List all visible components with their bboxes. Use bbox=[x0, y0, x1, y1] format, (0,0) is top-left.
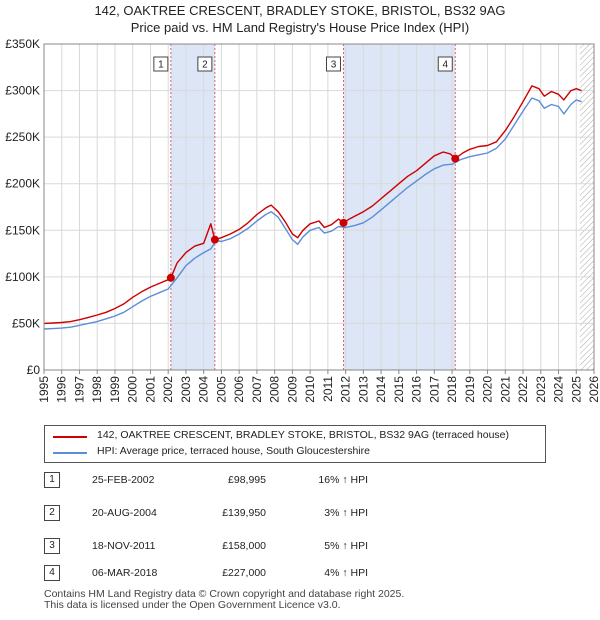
x-tick-label: 2002 bbox=[161, 376, 175, 403]
legend-label-property: 142, OAKTREE CRESCENT, BRADLEY STOKE, BR… bbox=[97, 429, 509, 441]
legend: 142, OAKTREE CRESCENT, BRADLEY STOKE, BR… bbox=[44, 425, 546, 463]
sale-date: 25-FEB-2002 bbox=[92, 474, 155, 486]
y-tick-label: £300K bbox=[5, 84, 40, 98]
sale-hpi-change: 16% ↑ HPI bbox=[318, 474, 368, 486]
legend-swatch-hpi bbox=[53, 452, 87, 454]
sale-date: 06-MAR-2018 bbox=[92, 567, 158, 579]
x-tick-label: 2001 bbox=[143, 376, 157, 403]
footer: Contains HM Land Registry data © Crown c… bbox=[44, 589, 404, 611]
shaded-period bbox=[170, 44, 215, 370]
x-tick-label: 2007 bbox=[250, 376, 264, 403]
plot-frame bbox=[43, 43, 595, 371]
y-tick-label: £200K bbox=[5, 177, 40, 191]
sale-price: £139,950 bbox=[222, 507, 266, 519]
footer-licence: This data is licensed under the Open Gov… bbox=[44, 599, 341, 611]
sale-marker-label: 3 bbox=[331, 60, 337, 71]
sale-row: 4 06-MAR-2018 £227,000 4% ↑ HPI bbox=[44, 565, 544, 581]
x-tick-label: 1999 bbox=[108, 376, 122, 403]
x-tick-label: 2000 bbox=[126, 376, 140, 403]
sale-date: 18-NOV-2011 bbox=[92, 540, 156, 552]
sale-marker-label: 2 bbox=[202, 60, 208, 71]
x-tick-label: 2010 bbox=[303, 376, 317, 403]
sale-price: £98,995 bbox=[228, 474, 266, 486]
sale-price: £158,000 bbox=[222, 540, 266, 552]
x-tick-label: 2015 bbox=[392, 376, 406, 403]
x-tick-label: 1996 bbox=[55, 376, 69, 403]
sale-marker: 2 bbox=[44, 505, 60, 521]
y-tick-label: £0 bbox=[27, 363, 41, 377]
shaded-period bbox=[343, 44, 456, 370]
x-tick-label: 2004 bbox=[197, 376, 211, 403]
chart-title: 142, OAKTREE CRESCENT, BRADLEY STOKE, BR… bbox=[94, 3, 506, 18]
y-tick-label: £150K bbox=[5, 223, 40, 237]
sale-marker: 4 bbox=[44, 565, 60, 581]
chart-subtitle: Price paid vs. HM Land Registry's House … bbox=[130, 20, 470, 35]
x-tick-label: 2024 bbox=[552, 376, 566, 403]
legend-label-hpi: HPI: Average price, terraced house, Sout… bbox=[97, 445, 370, 457]
y-tick-label: £50K bbox=[12, 316, 40, 330]
sale-hpi-change: 5% ↑ HPI bbox=[324, 540, 368, 552]
sale-point bbox=[210, 235, 219, 244]
sale-marker-box bbox=[197, 56, 213, 72]
sale-date: 20-AUG-2004 bbox=[92, 507, 157, 519]
sale-point bbox=[451, 154, 460, 163]
x-tick-label: 1998 bbox=[90, 376, 104, 403]
x-tick-label: 2003 bbox=[179, 376, 193, 403]
price-chart: 1 2 3 4 £0 £50K £100K £150K £200K £250K £300K £350… bbox=[5, 37, 600, 403]
y-tick-label: £350K bbox=[5, 37, 40, 51]
x-tick-label: 2022 bbox=[516, 376, 530, 403]
x-tick-label: 2011 bbox=[321, 376, 335, 402]
sale-marker: 3 bbox=[44, 538, 60, 554]
y-tick-label: £100K bbox=[5, 270, 40, 284]
x-tick-label: 2014 bbox=[374, 376, 388, 403]
forecast-hatch bbox=[579, 44, 594, 370]
sale-row: 1 25-FEB-2002 £98,995 16% ↑ HPI bbox=[44, 472, 544, 488]
x-tick-label: 2019 bbox=[463, 376, 477, 403]
sale-point bbox=[339, 218, 348, 227]
sale-marker: 1 bbox=[44, 472, 60, 488]
x-tick-label: 2026 bbox=[587, 376, 600, 403]
y-tick-label: £250K bbox=[5, 130, 40, 144]
x-tick-label: 2012 bbox=[339, 376, 353, 403]
sale-marker-box bbox=[437, 56, 453, 72]
legend-swatch-property bbox=[53, 436, 87, 438]
sale-marker-label: 4 bbox=[442, 60, 448, 71]
sale-row: 2 20-AUG-2004 £139,950 3% ↑ HPI bbox=[44, 505, 544, 521]
x-tick-label: 2020 bbox=[481, 376, 495, 403]
sale-marker-box bbox=[153, 56, 169, 72]
x-tick-label: 2023 bbox=[534, 376, 548, 403]
x-tick-label: 2025 bbox=[569, 376, 583, 403]
property-price-line bbox=[43, 85, 582, 325]
x-tick-label: 2018 bbox=[445, 376, 459, 403]
sale-hpi-change: 4% ↑ HPI bbox=[324, 567, 368, 579]
sale-marker-label: 1 bbox=[158, 60, 164, 71]
x-tick-label: 2017 bbox=[427, 376, 441, 403]
x-tick-label: 1995 bbox=[37, 376, 51, 403]
footer-copyright: Contains HM Land Registry data © Crown c… bbox=[44, 588, 405, 600]
x-tick-label: 2008 bbox=[268, 376, 282, 403]
hpi-line bbox=[43, 97, 582, 330]
x-tick-label: 1997 bbox=[72, 376, 86, 403]
x-tick-label: 2009 bbox=[285, 376, 299, 403]
x-tick-label: 2006 bbox=[232, 376, 246, 403]
sale-point bbox=[166, 273, 175, 282]
x-tick-label: 2021 bbox=[498, 376, 512, 403]
x-tick-label: 2013 bbox=[356, 376, 370, 403]
x-tick-label: 2016 bbox=[410, 376, 424, 403]
sale-hpi-change: 3% ↑ HPI bbox=[324, 507, 368, 519]
sale-price: £227,000 bbox=[222, 567, 266, 579]
sale-row: 3 18-NOV-2011 £158,000 5% ↑ HPI bbox=[44, 538, 544, 554]
sale-marker-box bbox=[325, 56, 341, 72]
x-tick-label: 2005 bbox=[214, 376, 228, 403]
